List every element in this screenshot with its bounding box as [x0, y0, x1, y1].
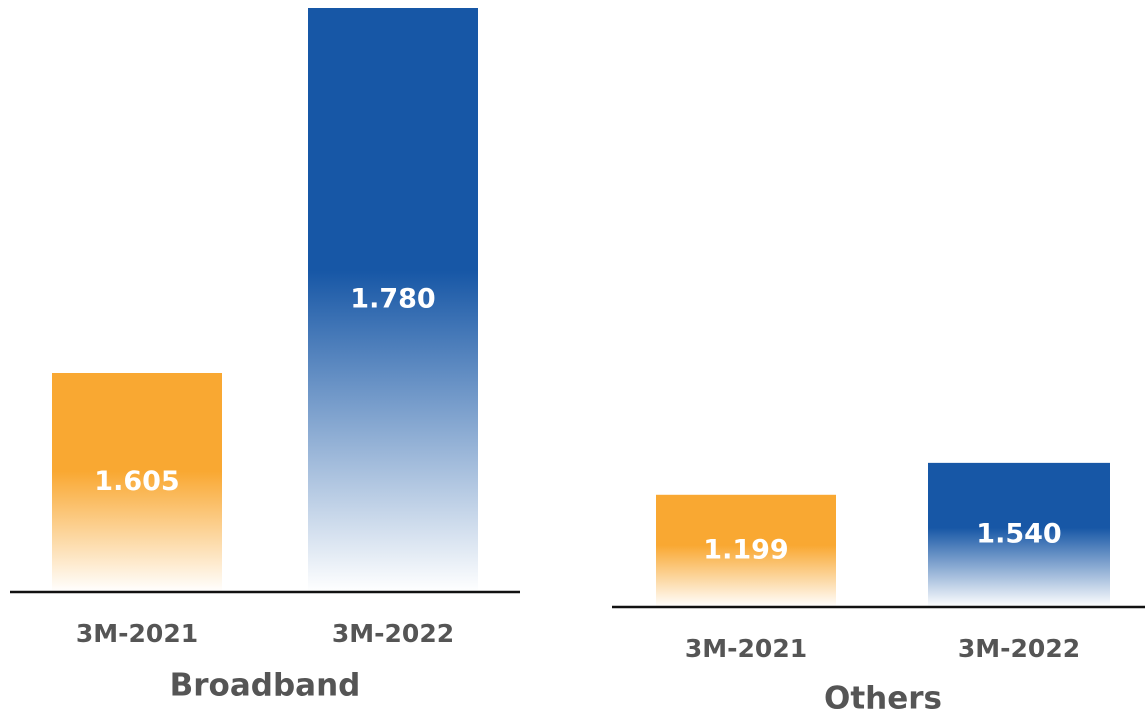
- bar: [656, 494, 836, 607]
- x-axis-label: Others: [824, 681, 942, 716]
- x-axis-label: Broadband: [170, 668, 361, 704]
- bar: [928, 462, 1110, 607]
- bar: [52, 373, 222, 592]
- value-label: 1.199: [703, 534, 788, 565]
- value-label: 1.780: [350, 284, 435, 315]
- x-tick-label: 3M-2022: [958, 634, 1080, 663]
- x-tick-label: 3M-2021: [76, 619, 198, 648]
- value-label: 1.605: [94, 466, 179, 497]
- x-tick-label: 3M-2021: [685, 634, 807, 663]
- bar: [308, 8, 478, 592]
- x-tick-label: 3M-2022: [332, 619, 454, 648]
- value-label: 1.540: [976, 518, 1061, 549]
